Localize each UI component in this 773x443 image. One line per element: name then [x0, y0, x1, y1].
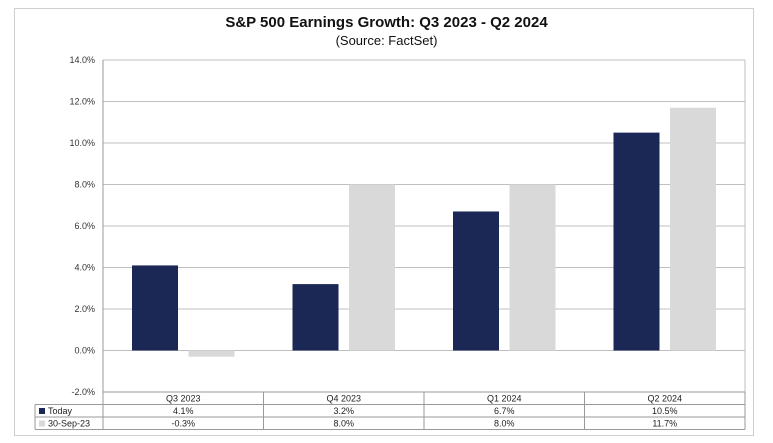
bar [669, 107, 716, 351]
bar [292, 284, 339, 351]
y-tick-label: 10.0% [69, 138, 95, 148]
data-label: 10.5% [652, 406, 678, 416]
data-label: 4.1% [173, 406, 194, 416]
data-label: 11.7% [652, 419, 677, 429]
legend-swatch [39, 420, 45, 427]
y-tick-label: -2.0% [71, 387, 95, 397]
y-tick-label: 0.0% [74, 346, 95, 356]
bar [132, 265, 179, 351]
y-tick-label: 14.0% [69, 55, 95, 65]
legend-label: Today [48, 406, 73, 416]
data-label: 8.0% [494, 419, 515, 429]
chart-title: S&P 500 Earnings Growth: Q3 2023 - Q2 20… [225, 14, 548, 31]
y-tick-label: 2.0% [74, 304, 95, 314]
legend-label: 30-Sep-23 [48, 419, 90, 429]
y-tick-label: 6.0% [74, 221, 95, 231]
chart-frame [14, 8, 754, 436]
y-tick-label: 12.0% [69, 97, 95, 107]
data-label: 6.7% [494, 406, 515, 416]
data-label: 8.0% [333, 419, 354, 429]
category-label: Q4 2023 [326, 394, 361, 404]
bar [613, 132, 660, 351]
data-label: 3.2% [333, 406, 354, 416]
bar [453, 211, 500, 351]
bar [348, 184, 395, 351]
bar [509, 184, 556, 351]
data-label: -0.3% [171, 419, 195, 429]
chart-subtitle: (Source: FactSet) [335, 33, 438, 48]
category-label: Q2 2024 [647, 394, 682, 404]
category-label: Q1 2024 [487, 394, 522, 404]
y-tick-label: 4.0% [74, 263, 95, 273]
y-tick-label: 8.0% [74, 180, 95, 190]
category-label: Q3 2023 [166, 394, 201, 404]
legend-swatch [39, 408, 45, 414]
bar [188, 350, 235, 357]
